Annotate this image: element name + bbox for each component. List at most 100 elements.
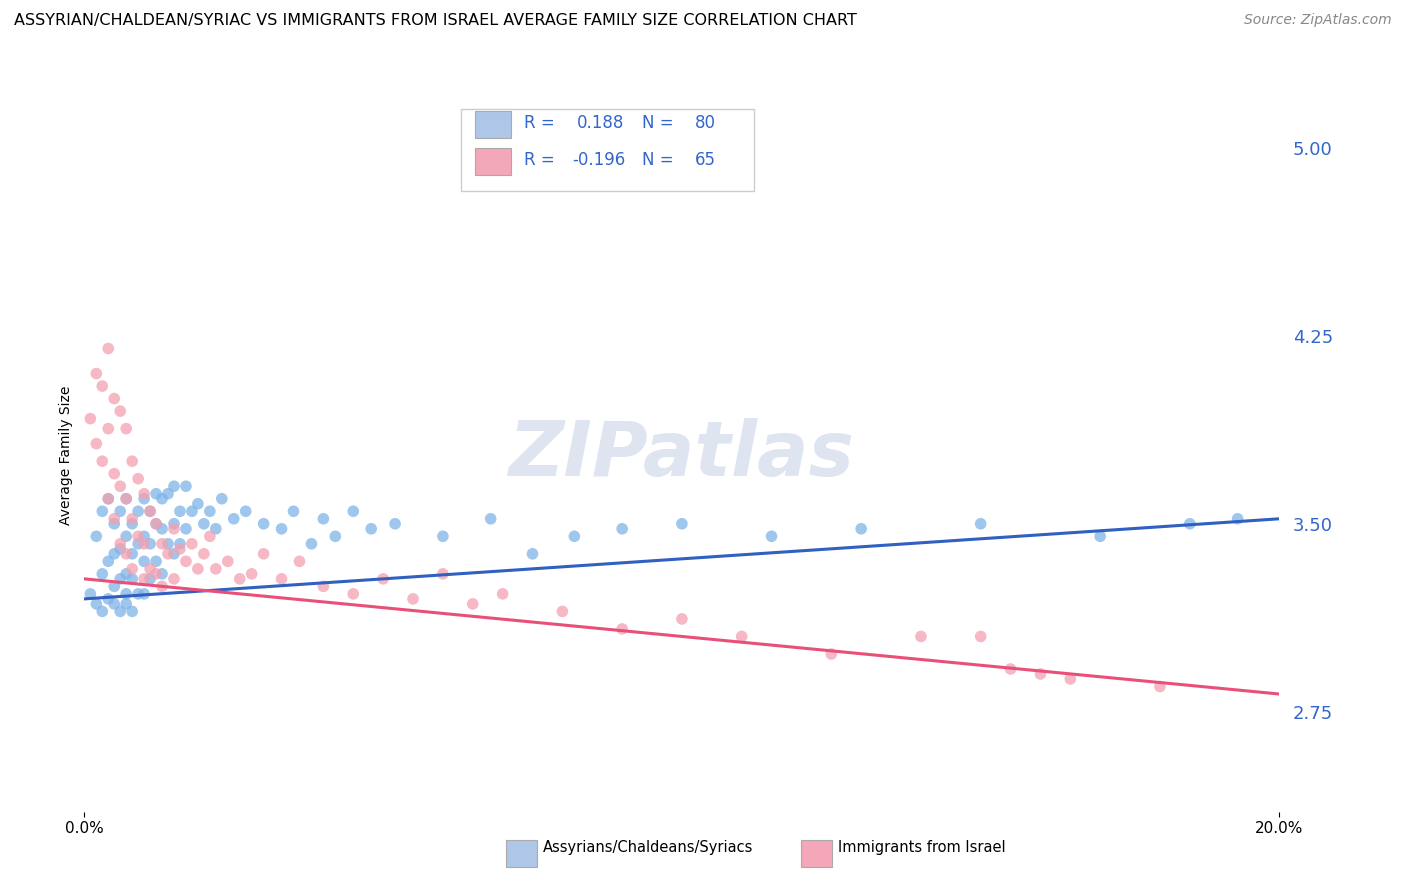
Point [479,512,502,526]
Point [312,579,335,593]
Point [97,491,120,506]
Point [115,491,138,506]
Point [222,512,245,526]
Point [240,566,263,581]
Point [121,516,143,531]
Text: 65: 65 [695,152,716,169]
Text: Source: ZipAtlas.com: Source: ZipAtlas.com [1244,13,1392,28]
Point [121,512,143,526]
Point [132,491,156,506]
Text: 80: 80 [695,114,716,132]
Point [384,516,406,531]
Point [849,522,872,536]
Point [86,529,108,543]
Point [150,579,173,593]
Point [564,529,586,543]
Point [217,554,239,568]
Point [127,537,149,551]
Point [1029,667,1052,681]
Text: R =: R = [524,114,560,132]
Point [110,572,132,586]
Point [163,547,186,561]
Point [150,522,173,536]
Point [671,516,693,531]
Point [163,479,186,493]
Point [301,537,323,551]
Point [139,537,162,551]
Point [1178,516,1201,531]
Point [139,562,162,576]
FancyBboxPatch shape [475,111,510,138]
FancyBboxPatch shape [475,148,510,175]
Point [283,504,305,518]
Point [187,497,209,511]
Point [169,504,191,518]
Point [270,572,292,586]
Point [970,630,993,644]
Point [761,529,783,543]
Point [121,562,143,576]
Point [145,516,167,531]
Point [235,504,257,518]
Point [150,491,173,506]
Text: ZIPatlas: ZIPatlas [509,418,855,491]
Point [228,572,252,586]
Point [139,504,162,518]
Point [127,529,149,543]
Point [1059,672,1081,686]
Point [253,516,276,531]
Point [169,537,191,551]
Text: N =: N = [643,152,679,169]
Point [127,504,149,518]
Text: Immigrants from Israel: Immigrants from Israel [838,840,1005,855]
Point [342,504,364,518]
Point [103,579,125,593]
Point [211,491,233,506]
Point [79,411,101,425]
Point [127,472,149,486]
Point [157,537,180,551]
Point [86,597,108,611]
Point [110,404,132,418]
Point [91,454,114,468]
Point [198,504,221,518]
Point [820,647,842,661]
Point [97,342,120,356]
Point [97,591,120,606]
Point [169,541,191,556]
Point [145,554,167,568]
Point [91,379,114,393]
Point [121,604,143,618]
Point [522,547,544,561]
Point [174,554,197,568]
Point [910,630,932,644]
Text: N =: N = [643,114,679,132]
Point [103,512,125,526]
Point [193,516,215,531]
Point [103,547,125,561]
Point [121,547,143,561]
Point [145,516,167,531]
Point [432,529,454,543]
Point [110,504,132,518]
Point [402,591,425,606]
Point [205,562,228,576]
Point [1149,680,1171,694]
Point [127,587,149,601]
Point [132,529,156,543]
Point [132,487,156,501]
Point [360,522,382,536]
Point [150,566,173,581]
Point [91,566,114,581]
Point [610,622,633,636]
Y-axis label: Average Family Size: Average Family Size [59,385,73,524]
Text: ASSYRIAN/CHALDEAN/SYRIAC VS IMMIGRANTS FROM ISRAEL AVERAGE FAMILY SIZE CORRELATI: ASSYRIAN/CHALDEAN/SYRIAC VS IMMIGRANTS F… [14,13,856,29]
Point [110,479,132,493]
FancyBboxPatch shape [461,109,754,191]
Point [132,572,156,586]
Point [97,422,120,436]
Point [115,566,138,581]
Point [139,572,162,586]
Text: 0.188: 0.188 [576,114,624,132]
Point [157,547,180,561]
